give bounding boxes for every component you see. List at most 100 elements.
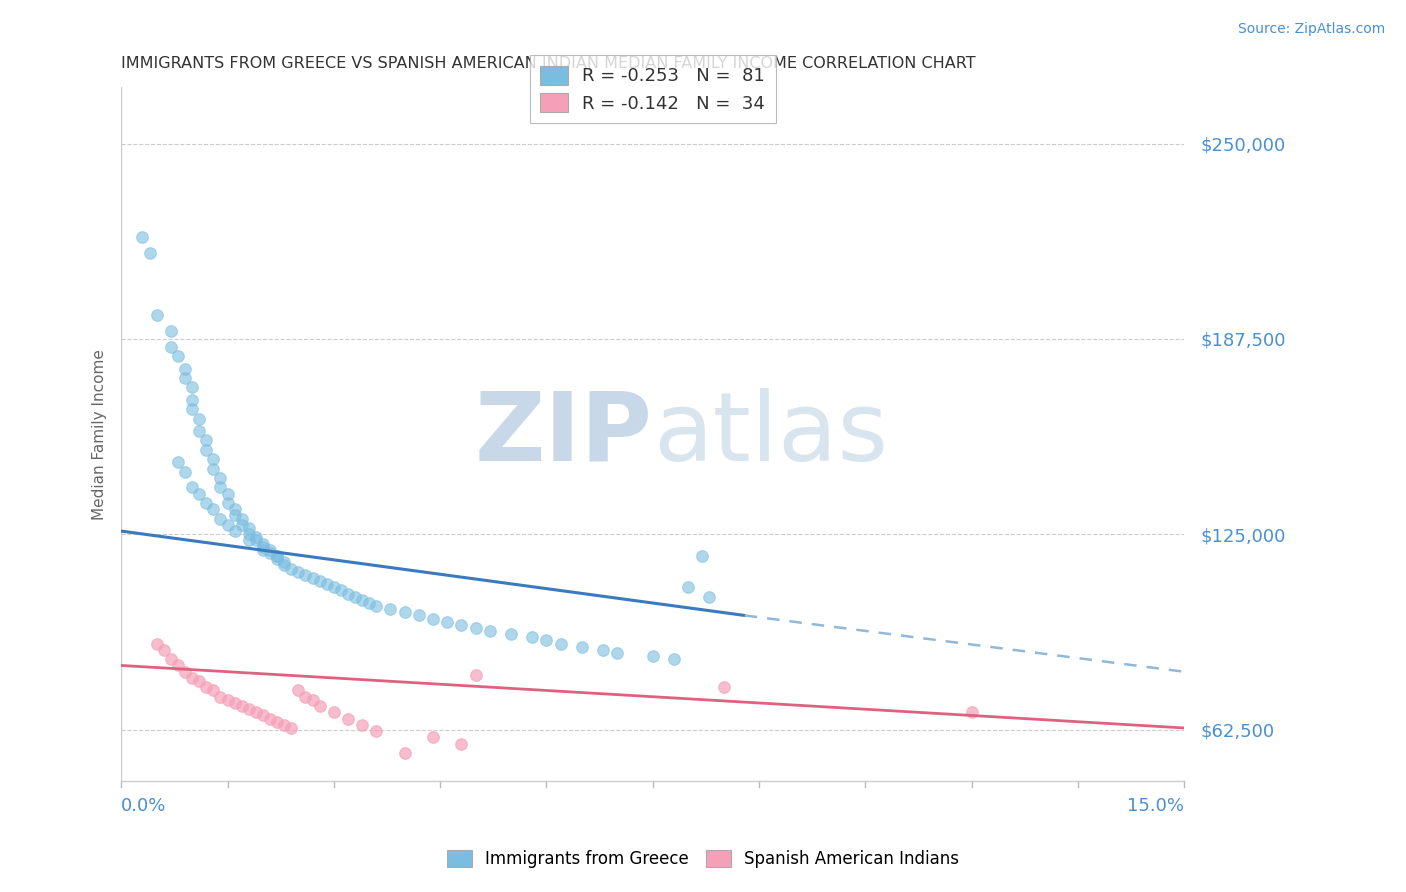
Point	[252, 540, 274, 554]
Point	[266, 549, 288, 563]
Point	[322, 706, 344, 720]
Text: ZIP: ZIP	[475, 388, 652, 481]
Point	[308, 574, 330, 588]
Point	[202, 683, 225, 698]
Point	[450, 617, 472, 632]
Point	[606, 646, 628, 660]
Text: atlas: atlas	[652, 388, 887, 481]
Point	[238, 702, 260, 716]
Point	[224, 696, 246, 710]
Point	[202, 452, 225, 467]
Point	[188, 411, 211, 425]
Y-axis label: Median Family Income: Median Family Income	[93, 349, 107, 520]
Point	[209, 511, 232, 525]
Point	[344, 590, 367, 604]
Point	[167, 455, 190, 469]
Point	[422, 611, 444, 625]
Point	[266, 549, 288, 563]
Point	[464, 668, 486, 682]
Text: 15.0%: 15.0%	[1128, 797, 1184, 814]
Point	[713, 681, 735, 695]
Point	[352, 592, 374, 607]
Point	[394, 605, 416, 619]
Point	[224, 524, 246, 538]
Point	[550, 637, 572, 651]
Point	[280, 561, 302, 575]
Point	[224, 508, 246, 523]
Point	[259, 546, 281, 560]
Point	[699, 590, 721, 604]
Point	[138, 246, 160, 260]
Point	[145, 309, 167, 323]
Point	[641, 649, 664, 664]
Legend: Immigrants from Greece, Spanish American Indians: Immigrants from Greece, Spanish American…	[440, 843, 966, 875]
Point	[195, 681, 218, 695]
Point	[960, 706, 983, 720]
Point	[450, 737, 472, 751]
Point	[690, 549, 713, 563]
Point	[464, 621, 486, 635]
Point	[352, 718, 374, 732]
Point	[394, 746, 416, 760]
Point	[188, 424, 211, 438]
Text: Source: ZipAtlas.com: Source: ZipAtlas.com	[1237, 22, 1385, 37]
Point	[131, 230, 153, 244]
Point	[181, 392, 204, 407]
Legend: R = -0.253   N =  81, R = -0.142   N =  34: R = -0.253 N = 81, R = -0.142 N = 34	[530, 54, 776, 123]
Point	[145, 637, 167, 651]
Point	[571, 640, 593, 654]
Point	[217, 517, 239, 532]
Point	[209, 690, 232, 704]
Point	[380, 602, 402, 616]
Point	[159, 324, 181, 338]
Point	[174, 665, 197, 679]
Point	[245, 530, 267, 544]
Point	[336, 712, 359, 726]
Point	[273, 718, 295, 732]
Point	[245, 533, 267, 548]
Point	[217, 693, 239, 707]
Point	[174, 465, 197, 479]
Point	[315, 577, 337, 591]
Point	[308, 699, 330, 714]
Point	[195, 496, 218, 510]
Point	[436, 615, 458, 629]
Point	[195, 434, 218, 448]
Point	[259, 542, 281, 557]
Point	[238, 527, 260, 541]
Point	[252, 542, 274, 557]
Point	[209, 480, 232, 494]
Point	[238, 533, 260, 548]
Point	[181, 671, 204, 685]
Point	[238, 521, 260, 535]
Point	[209, 471, 232, 485]
Point	[252, 536, 274, 550]
Point	[167, 658, 190, 673]
Point	[662, 652, 685, 666]
Point	[217, 486, 239, 500]
Point	[259, 712, 281, 726]
Point	[422, 731, 444, 745]
Point	[336, 586, 359, 600]
Point	[329, 583, 352, 598]
Point	[181, 402, 204, 417]
Point	[536, 633, 558, 648]
Point	[676, 580, 699, 594]
Point	[159, 340, 181, 354]
Point	[273, 555, 295, 569]
Point	[181, 380, 204, 394]
Point	[294, 567, 316, 582]
Point	[159, 652, 181, 666]
Point	[224, 502, 246, 516]
Point	[294, 690, 316, 704]
Point	[188, 486, 211, 500]
Point	[322, 580, 344, 594]
Point	[366, 599, 388, 613]
Point	[231, 517, 253, 532]
Point	[499, 627, 522, 641]
Point	[252, 708, 274, 723]
Point	[287, 565, 309, 579]
Point	[231, 511, 253, 525]
Point	[280, 721, 302, 735]
Point	[202, 502, 225, 516]
